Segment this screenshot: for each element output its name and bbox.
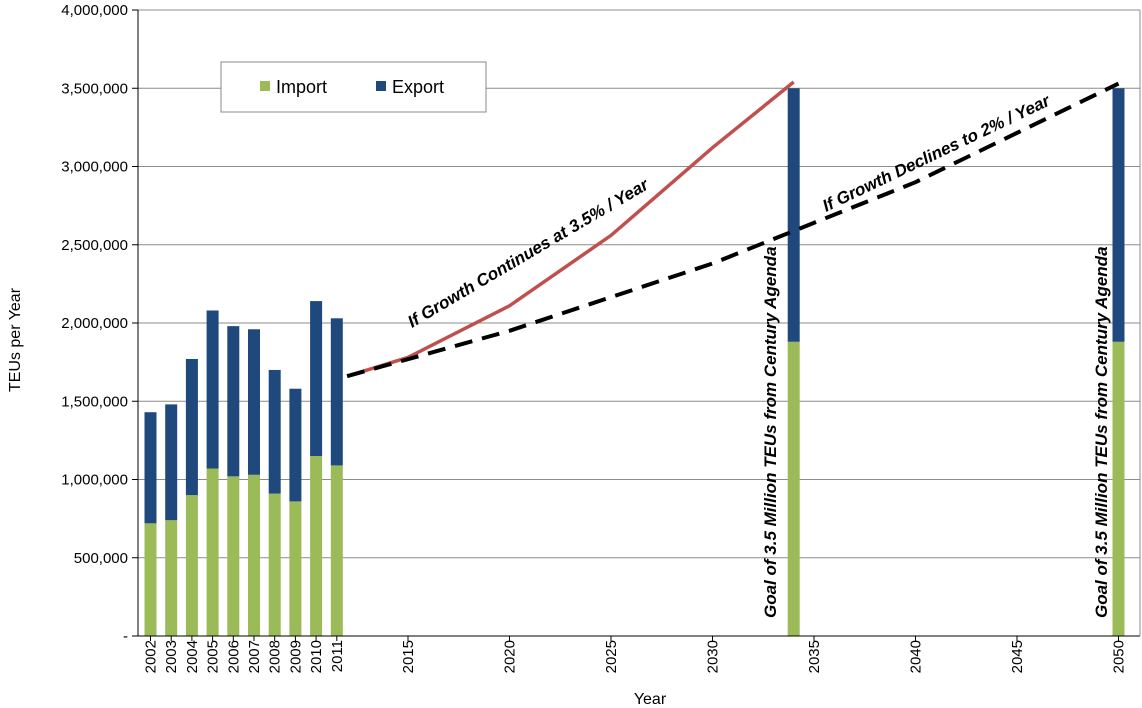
x-tick-label: 2030 [705, 640, 722, 673]
bar-export-2008 [268, 369, 281, 494]
bar-export-2005 [206, 310, 219, 469]
y-tick-label: 3,000,000 [61, 159, 128, 176]
bar-import-2007 [248, 474, 260, 636]
y-tick-label: 4,000,000 [61, 2, 128, 19]
x-tick-label: 2004 [184, 640, 201, 673]
bar-import-2050 [1112, 341, 1125, 636]
x-tick-label: 2007 [246, 640, 263, 673]
y-tick-label: 3,500,000 [61, 80, 128, 97]
projection-line-2-percent [346, 81, 1120, 379]
goal-annotation-2050: Goal of 3.5 Million TEUs from Century Ag… [1092, 246, 1111, 618]
x-tick-label: 2045 [1009, 640, 1026, 673]
axes: - 500,000 1,000,000 1,500,000 2,000,000 2,500… [61, 2, 1141, 673]
x-tick-label: 2050 [1111, 640, 1128, 673]
bar-export-2050 [1112, 88, 1125, 342]
x-tick-label: 2010 [308, 640, 325, 673]
bar-export-2002 [144, 412, 157, 524]
y-tick-label: 500,000 [74, 550, 128, 567]
bar-import-2009 [289, 501, 302, 636]
bar-import-2008 [268, 493, 281, 636]
x-tick-label: 2003 [163, 640, 180, 673]
legend-export-label: Export [392, 77, 444, 97]
y-tick-label: 2,000,000 [61, 315, 128, 332]
growth-declines-annotation: If Growth Declines to 2% / Year [820, 90, 1055, 215]
bar-export-2006 [227, 326, 240, 477]
x-tick-label: 2011 [329, 640, 346, 672]
bar-import-2010 [310, 456, 323, 636]
bar-export-2004 [185, 358, 198, 496]
x-tick-label: 2009 [287, 640, 304, 673]
y-axis-title: TEUs per Year [7, 287, 24, 392]
bar-import-2003 [165, 520, 178, 636]
bars [144, 88, 1125, 636]
projection-lines [346, 80, 1120, 379]
x-tick-label: 2008 [267, 640, 284, 673]
growth-continues-annotation: If Growth Continues at 3.5% / Year [404, 174, 653, 331]
x-axis-title: Year [634, 691, 667, 708]
y-tick-label: - [123, 628, 128, 645]
y-tick-label: 1,000,000 [61, 472, 128, 489]
bar-import-2005 [206, 468, 219, 636]
legend-export-swatch [376, 81, 386, 91]
x-tick-label: 2006 [225, 640, 242, 673]
legend: Import Export [220, 61, 487, 113]
x-tick-label: 2040 [908, 640, 925, 673]
bar-import-2006 [227, 476, 240, 636]
bar-import-2002 [144, 523, 157, 636]
x-tick-label: 2025 [603, 640, 620, 673]
bar-export-2011 [330, 318, 343, 466]
legend-import-label: Import [276, 77, 327, 97]
bar-import-2004 [185, 495, 198, 636]
bar-export-2003 [165, 404, 178, 521]
x-tick-label: 2015 [400, 640, 417, 673]
x-tick-label: 2035 [806, 640, 823, 673]
projection-line-3-5-percent [346, 80, 795, 378]
bar-import-2011 [330, 465, 343, 636]
bar-export-2010 [310, 301, 323, 457]
goal-annotation-2034: Goal of 3.5 Million TEUs from Century Ag… [761, 246, 780, 618]
x-tick-label: 2020 [502, 640, 519, 673]
x-tick-label: 2002 [143, 640, 160, 673]
y-tick-label: 2,500,000 [61, 237, 128, 254]
bar-export-2009 [289, 388, 302, 502]
bar-export-2034 [787, 88, 800, 342]
y-tick-label: 1,500,000 [61, 393, 128, 410]
legend-import-swatch [260, 81, 270, 91]
x-tick-label: 2005 [205, 640, 222, 673]
bar-import-2034 [787, 341, 800, 636]
bar-export-2007 [248, 329, 260, 475]
